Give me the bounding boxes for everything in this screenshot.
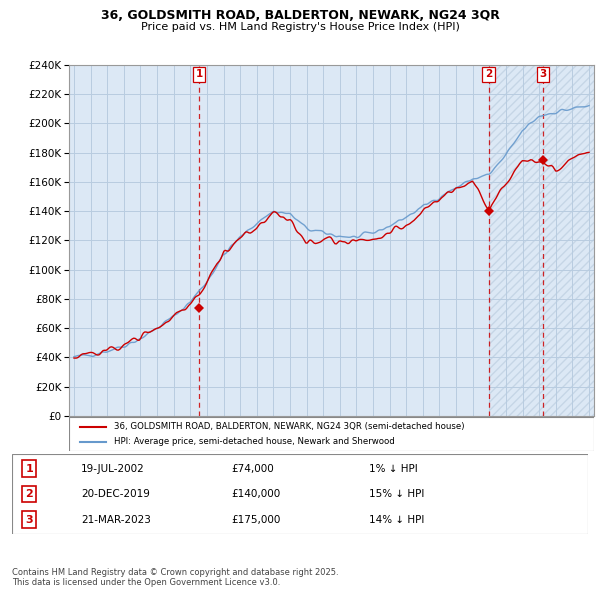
Text: 19-JUL-2002: 19-JUL-2002 [81, 464, 145, 474]
Text: Contains HM Land Registry data © Crown copyright and database right 2025.
This d: Contains HM Land Registry data © Crown c… [12, 568, 338, 587]
Text: 1% ↓ HPI: 1% ↓ HPI [369, 464, 418, 474]
Text: 21-MAR-2023: 21-MAR-2023 [81, 514, 151, 525]
Text: £140,000: £140,000 [231, 489, 280, 499]
Text: 2: 2 [25, 489, 33, 499]
Text: 1: 1 [196, 69, 203, 79]
Text: 15% ↓ HPI: 15% ↓ HPI [369, 489, 424, 499]
Text: 36, GOLDSMITH ROAD, BALDERTON, NEWARK, NG24 3QR (semi-detached house): 36, GOLDSMITH ROAD, BALDERTON, NEWARK, N… [113, 422, 464, 431]
Text: 36, GOLDSMITH ROAD, BALDERTON, NEWARK, NG24 3QR: 36, GOLDSMITH ROAD, BALDERTON, NEWARK, N… [101, 9, 499, 22]
Text: £74,000: £74,000 [231, 464, 274, 474]
Text: 2: 2 [485, 69, 492, 79]
Text: 14% ↓ HPI: 14% ↓ HPI [369, 514, 424, 525]
Text: 3: 3 [539, 69, 547, 79]
Text: £175,000: £175,000 [231, 514, 280, 525]
Text: 1: 1 [25, 464, 33, 474]
Text: Price paid vs. HM Land Registry's House Price Index (HPI): Price paid vs. HM Land Registry's House … [140, 22, 460, 32]
FancyBboxPatch shape [69, 417, 594, 451]
Text: HPI: Average price, semi-detached house, Newark and Sherwood: HPI: Average price, semi-detached house,… [113, 437, 394, 446]
Text: 20-DEC-2019: 20-DEC-2019 [81, 489, 150, 499]
Bar [488, 65, 594, 416]
Text: 3: 3 [25, 514, 33, 525]
